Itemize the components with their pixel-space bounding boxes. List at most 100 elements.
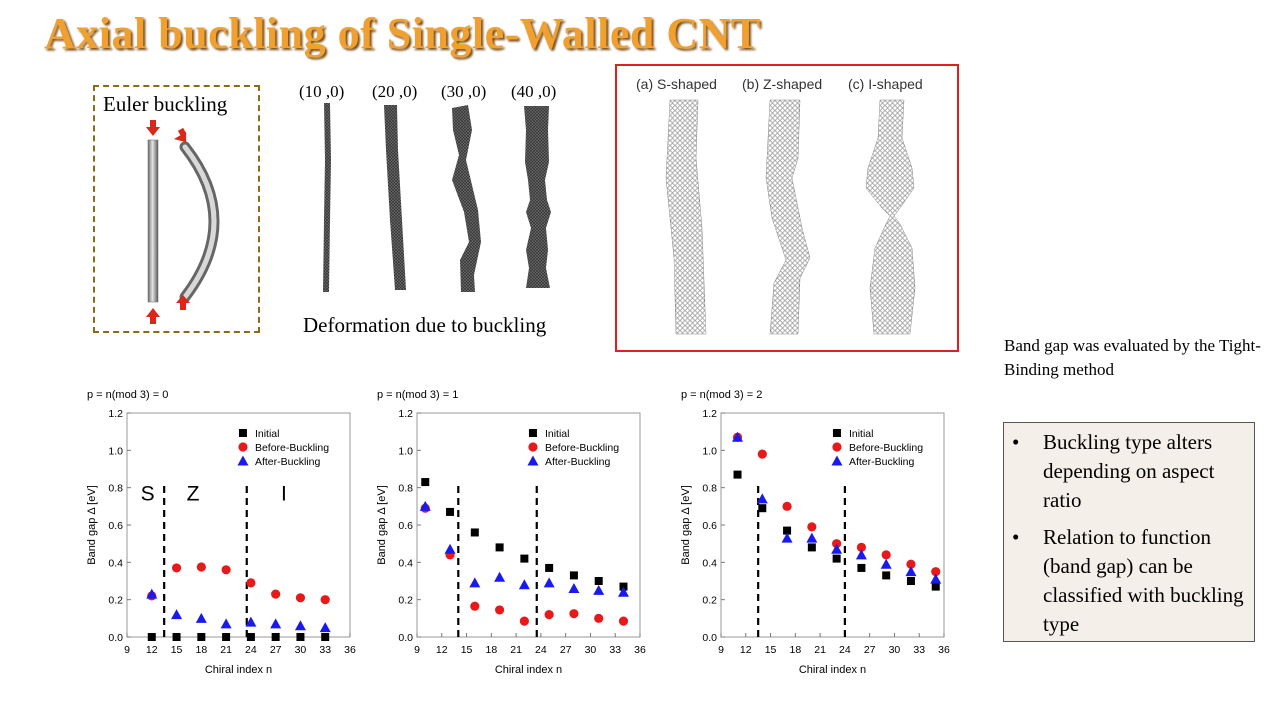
conclusions-box [1003, 422, 1255, 642]
y-tick-label: 1.2 [398, 408, 413, 420]
compression-arrow-icons [146, 120, 190, 324]
legend-label: Before-Buckling [545, 442, 619, 454]
data-point [857, 563, 866, 572]
data-point [271, 589, 281, 599]
data-point [855, 549, 867, 560]
y-tick-label: 0.6 [398, 520, 413, 532]
data-point [881, 550, 891, 560]
x-tick-label: 36 [344, 644, 356, 656]
shape-label-i: (c) I-shaped [848, 76, 923, 92]
legend-marker [832, 442, 842, 452]
data-point [494, 605, 505, 615]
legend-marker [831, 455, 843, 466]
data-point [171, 563, 182, 573]
data-point [146, 588, 158, 599]
x-tick-label: 15 [765, 644, 777, 656]
y-tick-label: 0.0 [398, 632, 413, 644]
deformation-caption: Deformation due to buckling [303, 313, 547, 337]
data-point [594, 613, 604, 623]
x-tick-label: 12 [436, 644, 448, 656]
data-point [905, 566, 917, 577]
legend-marker [528, 442, 538, 452]
data-point [568, 582, 580, 593]
legend-label: Initial [255, 428, 280, 440]
slide-title: Axial buckling of Single-Walled CNT [44, 9, 761, 58]
legend-label: Initial [545, 428, 570, 440]
region-label: S [141, 483, 155, 506]
x-tick-label: 15 [461, 644, 473, 656]
x-tick-label: 9 [124, 644, 130, 656]
series-initial [733, 470, 940, 591]
data-point [171, 609, 183, 620]
x-tick-label: 24 [839, 644, 851, 656]
data-point [495, 543, 504, 552]
x-tick-label: 24 [535, 644, 547, 656]
data-point [781, 532, 793, 543]
bullet-icon: • [1012, 430, 1020, 454]
legend-marker [237, 455, 249, 466]
data-point [470, 601, 480, 611]
data-point [545, 563, 554, 572]
data-point [882, 571, 891, 580]
x-tick-label: 24 [245, 644, 257, 656]
data-point [296, 633, 305, 641]
x-tick-label: 30 [295, 644, 307, 656]
y-tick-label: 0.8 [398, 483, 413, 495]
shape-label-z: (b) Z-shaped [742, 76, 823, 92]
data-point [756, 493, 768, 504]
data-point [294, 620, 306, 631]
data-point [470, 528, 479, 537]
data-point [569, 571, 578, 580]
data-point [806, 532, 818, 543]
chart-p2: p = n(mod 3) = 2 0.0 0.2 0.4 0.6 0.8 1.0 1.2 9 12… [676, 384, 964, 680]
x-tick-label: 27 [864, 644, 876, 656]
data-point [732, 431, 744, 442]
data-point [906, 559, 916, 569]
legend-label: Before-Buckling [255, 442, 329, 454]
y-tick-label: 0.6 [108, 520, 123, 532]
data-point [246, 578, 256, 588]
straight-rod [147, 139, 159, 303]
data-point [195, 612, 207, 623]
x-tick-label: 12 [740, 644, 752, 656]
data-point [271, 633, 280, 641]
data-point [221, 565, 231, 575]
tube-10-0 [323, 103, 331, 292]
region-label: I [281, 483, 287, 506]
data-point [518, 579, 530, 590]
tube-30-0 [452, 105, 481, 292]
data-point [220, 618, 232, 629]
y-tick-label: 1.0 [702, 445, 717, 457]
bullet-icon: • [1012, 525, 1020, 549]
data-point [222, 633, 231, 641]
data-point [593, 584, 605, 595]
data-point [245, 616, 257, 627]
x-tick-label: 21 [220, 644, 232, 656]
chart-p1: p = n(mod 3) = 1 0.0 0.2 0.4 0.6 0.8 1.0 1.2 9 12… [372, 384, 660, 680]
data-point [930, 573, 942, 584]
y-tick-label: 0.0 [702, 632, 717, 644]
series-after-buckling [732, 431, 942, 584]
series-after-buckling [146, 588, 331, 633]
legend-marker [528, 429, 537, 437]
series-after-buckling [419, 500, 629, 597]
data-point [618, 616, 629, 626]
legend-marker [238, 429, 247, 437]
data-point [931, 582, 940, 591]
data-point [617, 586, 629, 597]
series-before-buckling [147, 562, 330, 605]
x-tick-label: 15 [171, 644, 183, 656]
x-tick-label: 21 [510, 644, 522, 656]
data-point [196, 562, 206, 572]
data-point [807, 543, 816, 552]
data-point [807, 522, 817, 532]
data-point [783, 526, 792, 535]
buckling-shapes-image [665, 99, 916, 335]
euler-buckling-illustration [146, 120, 220, 324]
series-before-buckling [420, 503, 629, 626]
x-tick-label: 18 [789, 644, 801, 656]
data-point [172, 633, 181, 641]
y-tick-label: 0.2 [108, 595, 123, 607]
chart-title: p = n(mod 3) = 0 [87, 389, 168, 401]
legend-label: After-Buckling [545, 456, 611, 468]
